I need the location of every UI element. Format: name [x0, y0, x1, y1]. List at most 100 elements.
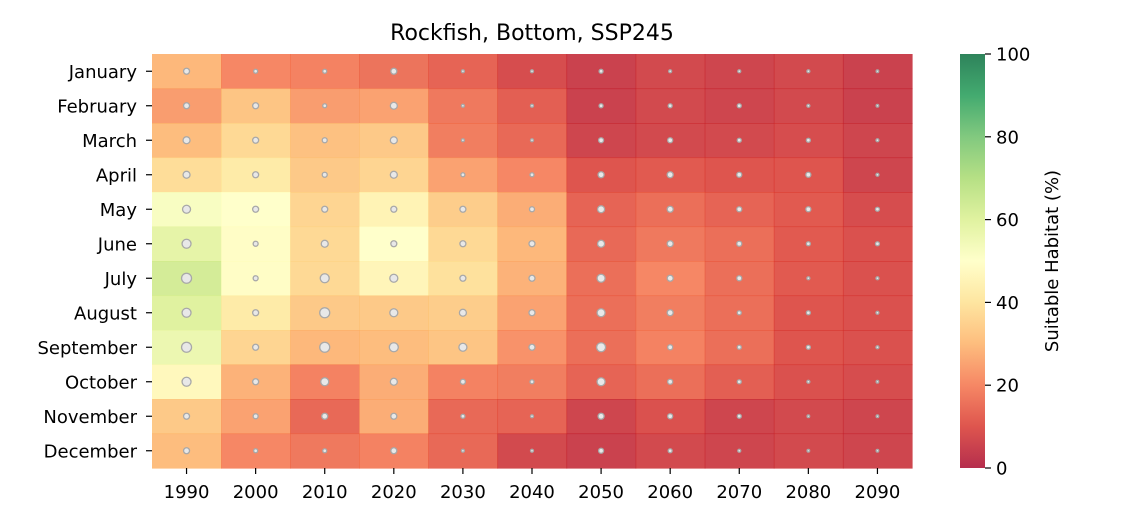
cell-marker — [667, 378, 674, 385]
cell-marker — [666, 274, 674, 282]
cell-marker — [528, 274, 536, 282]
cell-marker — [596, 377, 606, 387]
cell-marker — [875, 379, 880, 384]
cell-marker — [668, 69, 673, 74]
cell-marker — [596, 205, 606, 214]
cell-marker — [321, 205, 329, 213]
cell-marker — [667, 344, 674, 351]
heatmap-cells — [152, 54, 913, 469]
cell-marker — [321, 412, 329, 420]
cell-marker — [596, 273, 606, 283]
cell-marker — [251, 205, 260, 213]
cell-marker — [806, 379, 811, 384]
cell-marker — [181, 238, 192, 249]
cell-marker — [321, 137, 328, 144]
marker-layer — [180, 67, 881, 455]
y-tick-label: January — [68, 62, 138, 83]
x-tick-label: 2090 — [855, 482, 901, 503]
cell-marker — [390, 447, 398, 455]
cell-marker — [667, 448, 673, 454]
cell-marker — [460, 413, 466, 419]
cell-marker — [806, 69, 811, 74]
cell-marker — [528, 309, 536, 317]
cell-marker — [321, 171, 328, 178]
cell-marker — [528, 206, 536, 213]
cell-marker — [180, 341, 193, 353]
cell-marker — [322, 448, 328, 454]
cell-marker — [529, 172, 535, 178]
cell-marker — [319, 273, 330, 284]
cell-marker — [736, 206, 743, 213]
cell-marker — [598, 103, 604, 109]
y-tick-label: August — [74, 303, 137, 324]
cell-marker — [805, 137, 812, 143]
cell-marker — [805, 241, 812, 247]
cell-marker — [529, 414, 535, 419]
y-tick-label: March — [82, 131, 137, 152]
colorbar-tick-label: 60 — [996, 210, 1019, 231]
cell-marker — [182, 67, 191, 75]
y-tick-label: June — [97, 234, 137, 255]
cell-marker — [666, 205, 674, 213]
cell-marker — [596, 239, 606, 248]
colorbar-tick-label: 0 — [996, 459, 1007, 480]
cell-marker — [875, 276, 880, 281]
cell-marker — [459, 378, 467, 385]
y-tick-label: February — [57, 96, 137, 117]
colorbar-label: Suitable Habitat (%) — [1042, 170, 1063, 352]
x-tick-label: 2080 — [785, 482, 831, 503]
x-tick-label: 2030 — [440, 482, 486, 503]
cell-marker — [252, 448, 259, 454]
cell-marker — [322, 103, 328, 109]
cell-marker — [806, 414, 811, 419]
cell-marker — [389, 170, 398, 179]
cell-marker — [736, 103, 742, 109]
cell-marker — [736, 413, 742, 419]
cell-marker — [875, 345, 880, 350]
x-tick-label: 2040 — [509, 482, 555, 503]
cell-marker — [251, 102, 260, 110]
colorbar-tick-label: 40 — [996, 293, 1019, 314]
cell-marker — [736, 240, 743, 247]
colorbar-gradient — [960, 54, 985, 468]
cell-marker — [181, 307, 192, 318]
y-tick-label: December — [44, 441, 138, 462]
cell-marker — [529, 69, 535, 74]
cell-marker — [805, 344, 812, 350]
cell-marker — [182, 136, 191, 145]
colorbar-tick-label: 100 — [996, 45, 1030, 66]
cell-marker — [875, 414, 880, 419]
cell-marker — [389, 273, 399, 283]
cell-marker — [596, 308, 606, 318]
cell-marker — [736, 310, 742, 316]
cell-marker — [252, 68, 259, 74]
cell-marker — [528, 240, 536, 248]
cell-marker — [181, 204, 192, 214]
cell-marker — [736, 137, 742, 143]
cell-marker — [252, 413, 259, 420]
x-tick-label: 2000 — [233, 482, 279, 503]
cell-marker — [390, 67, 398, 75]
cell-marker — [251, 378, 260, 386]
colorbar: 0 20 40 60 80 100 Suitable Habitat (%) — [960, 45, 1063, 480]
colorbar-ticks: 0 20 40 60 80 100 — [985, 45, 1030, 480]
y-tick-label: May — [100, 200, 138, 221]
y-tick-label: April — [96, 165, 137, 186]
cell-marker — [806, 103, 811, 108]
cell-marker — [459, 240, 467, 248]
y-tick-label: November — [43, 407, 137, 428]
cell-marker — [389, 308, 399, 318]
cell-marker — [875, 448, 880, 453]
cell-marker — [459, 205, 467, 213]
y-tick-label: September — [38, 338, 138, 359]
cell-marker — [389, 136, 398, 145]
x-tick-label: 1990 — [164, 482, 210, 503]
cell-marker — [320, 239, 329, 248]
cell-marker — [319, 341, 331, 353]
cell-marker — [736, 171, 743, 178]
cell-marker — [667, 137, 674, 144]
cell-marker — [252, 275, 259, 282]
cell-marker — [595, 342, 607, 353]
cell-marker — [529, 103, 535, 108]
